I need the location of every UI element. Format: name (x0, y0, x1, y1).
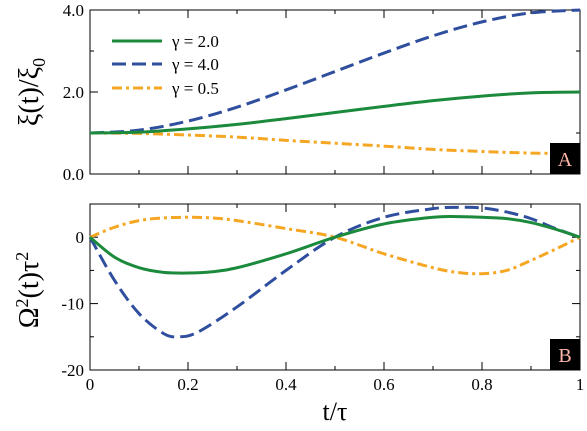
panel-b-ticks (89, 204, 581, 371)
panel-a-y-tick-label: 0.0 (63, 165, 84, 184)
panel-b-y-tick-label: -20 (61, 361, 84, 380)
panel-a-y-tick-label: 2.0 (63, 83, 84, 102)
panel-a: 0.0 2.0 4.0 ξ(t)/ξ0 γ = 2.0 γ = 4.0 γ = 0.… (14, 1, 581, 184)
panel-b-x-tick-label: 0.2 (177, 375, 198, 394)
panel-a-letter-box (550, 143, 580, 174)
panel-b-series-solid (89, 214, 581, 275)
panel-a-series-solid (89, 90, 581, 135)
legend-label-gamma-2: γ = 2.0 (171, 32, 219, 51)
panel-a-series-dashed (89, 8, 581, 135)
panel-a-frame (89, 9, 581, 175)
panel-b: 0 -10 -20 0 0.2 0.4 0.6 0.8 1 Ω2(t)τ2 B t/τ (12, 203, 585, 426)
panel-b-series (88, 205, 581, 339)
panel-b-x-tick-label: 1 (576, 375, 585, 394)
panel-a-ticks (89, 9, 581, 175)
panel-a-letter: A (558, 149, 573, 171)
panel-b-frame (89, 203, 581, 371)
legend-label-gamma-4: γ = 4.0 (171, 55, 219, 74)
panel-b-y-tick-label: 0 (76, 228, 85, 247)
panel-b-letter-box (550, 339, 580, 370)
panel-a-y-tick-labels: 0.0 2.0 4.0 (63, 1, 84, 184)
x-axis-label: t/τ (323, 397, 348, 426)
legend: γ = 2.0 γ = 4.0 γ = 0.5 (112, 32, 219, 98)
panel-a-ylabel: ξ(t)/ξ0 (14, 58, 49, 126)
panel-b-x-tick-label: 0.6 (373, 375, 394, 394)
panel-b-letter: B (558, 345, 571, 367)
panel-a-series (89, 8, 581, 155)
panel-a-y-tick-label: 4.0 (63, 1, 84, 20)
panel-b-x-tick-labels: 0 0.2 0.4 0.6 0.8 1 (86, 375, 585, 394)
legend-label-gamma-05: γ = 0.5 (171, 79, 219, 98)
panel-b-y-tick-labels: 0 -10 -20 (61, 228, 84, 380)
panel-b-x-tick-label: 0.8 (471, 375, 492, 394)
panel-a-series-dashdot (89, 131, 581, 155)
panel-b-x-tick-label: 0 (86, 375, 95, 394)
panel-b-ylabel: Ω2(t)τ2 (12, 252, 45, 329)
panel-b-series-dashdot (89, 215, 581, 276)
panel-b-x-tick-label: 0.4 (275, 375, 297, 394)
panel-b-y-tick-label: -10 (61, 295, 84, 314)
